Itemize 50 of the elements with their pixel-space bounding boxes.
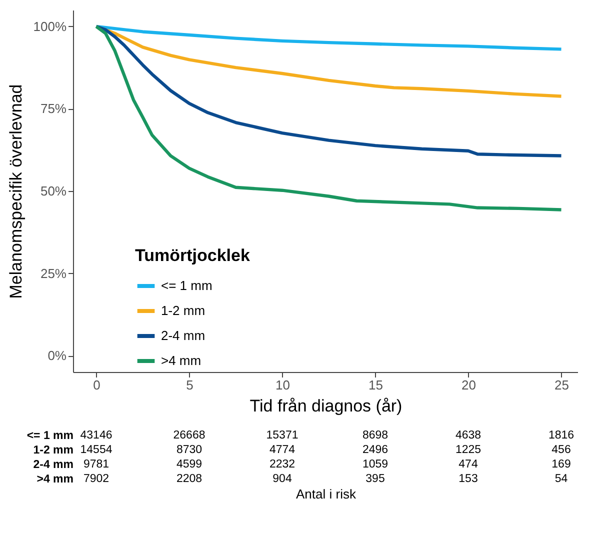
text: >4 mm — [36, 473, 74, 486]
text: 2-4 mm — [33, 458, 74, 471]
legend-label: <= 1 mm — [161, 278, 212, 293]
text: 54 — [554, 472, 568, 485]
text: 1059 — [362, 458, 388, 470]
text: <= 1 mm — [26, 430, 74, 442]
y-axis-title: Melanomspecifik överlevnad — [6, 84, 26, 299]
text: 4638 — [455, 429, 482, 442]
text: 2496 — [362, 444, 388, 456]
line-series — [94, 24, 563, 212]
text: 456 — [552, 444, 571, 456]
x-tick-label: 5 — [186, 378, 194, 392]
x-tick-label: 10 — [276, 378, 290, 392]
y-tick-label: 75% — [40, 101, 67, 116]
x-axis-title: Tid från diagnos (år) — [250, 396, 402, 416]
text: 4774 — [269, 444, 296, 456]
text: 474 — [458, 458, 478, 470]
legend-label: >4 mm — [161, 353, 202, 368]
text: 7902 — [83, 472, 110, 485]
legend-label: 2-4 mm — [161, 328, 206, 343]
text: 1816 — [548, 429, 574, 442]
text: 26668 — [173, 429, 206, 442]
x-tick-label: 20 — [462, 378, 476, 392]
text: 8698 — [362, 429, 388, 442]
text: 43146 — [80, 429, 112, 442]
x-tick-label: 15 — [368, 378, 383, 392]
text: 904 — [272, 472, 292, 485]
y-tick-label: 0% — [48, 348, 67, 364]
y-tick-label: 100% — [33, 18, 67, 34]
text: 395 — [366, 472, 385, 485]
text: 2232 — [269, 458, 296, 470]
text: 14554 — [80, 444, 113, 456]
x-tick-label: 0 — [93, 378, 100, 392]
legend-label: 1-2 mm — [161, 303, 206, 318]
x-tick-label: 25 — [554, 378, 569, 392]
legend-title: Tumörtjocklek — [135, 246, 250, 265]
text: 1-2 mm — [33, 444, 74, 456]
text: Antal i risk — [296, 486, 356, 502]
y-tick-label: 50% — [40, 184, 67, 198]
text: 1225 — [455, 444, 482, 456]
line-series — [94, 24, 563, 51]
y-tick-label: 25% — [40, 266, 67, 281]
text: 153 — [458, 472, 478, 485]
text: 15371 — [266, 429, 298, 442]
text: 169 — [552, 458, 571, 470]
text: 2208 — [176, 472, 202, 485]
text: 9781 — [83, 458, 110, 470]
text: 4599 — [176, 458, 202, 470]
line-series — [94, 24, 563, 158]
text: 8730 — [176, 444, 202, 456]
